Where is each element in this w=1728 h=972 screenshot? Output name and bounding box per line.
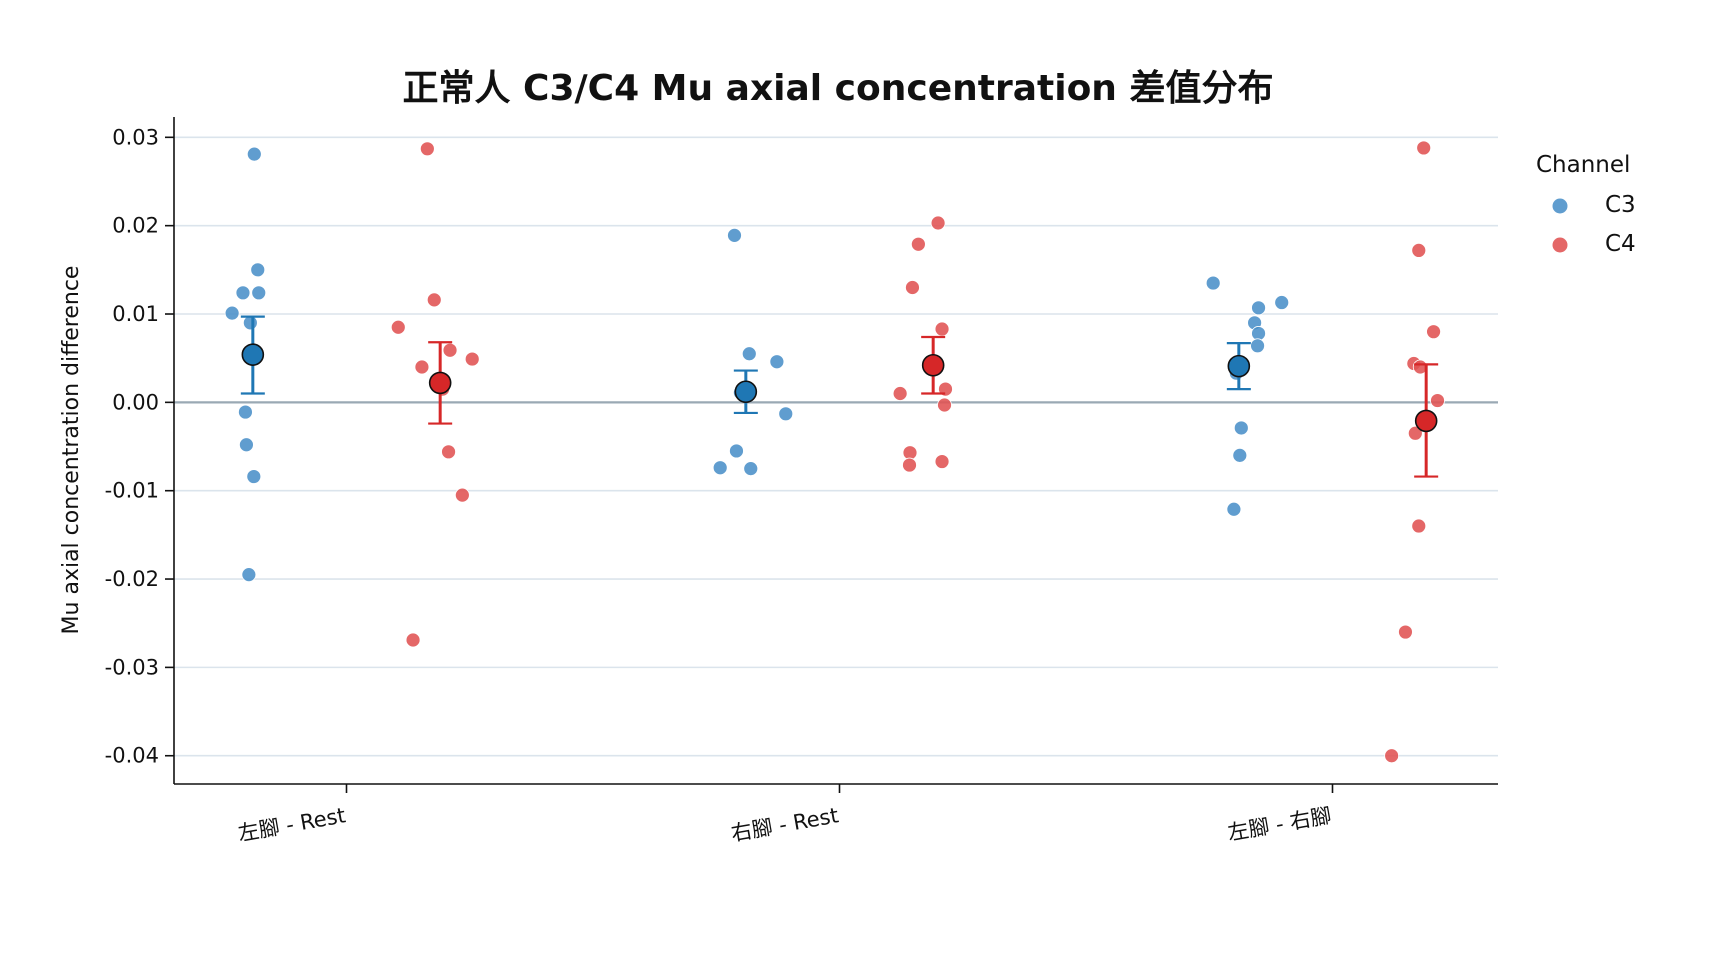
data-point-c3	[1251, 300, 1266, 316]
data-point-c4	[934, 454, 950, 469]
data-point-c4	[902, 445, 918, 461]
data-point-c4	[454, 487, 470, 503]
y-axis-ticks: 0.03 0.02 0.01 0.00 -0.01 -0.02 -0.03 -0.04	[105, 125, 174, 768]
y-tick-label: 0.03	[112, 125, 159, 149]
y-tick-label: -0.03	[105, 655, 159, 679]
data-point-c3	[238, 404, 253, 420]
data-point-c3	[224, 305, 240, 321]
data-point-c4	[930, 215, 946, 231]
x-tick-label: 左腳 - Rest	[236, 803, 347, 846]
data-point-c3	[251, 285, 267, 301]
data-point-c4	[464, 351, 480, 367]
mean-ci-markers	[240, 315, 1439, 478]
data-point-c4	[442, 342, 458, 358]
y-tick-label: -0.02	[105, 567, 159, 591]
mean-marker-c4	[1414, 409, 1438, 433]
legend-label-c3: C3	[1605, 192, 1636, 218]
mean-marker-c4	[921, 353, 945, 377]
y-tick-label: 0.00	[112, 390, 159, 414]
mean-marker-c3	[1227, 354, 1251, 378]
y-tick-label: 0.02	[112, 214, 159, 238]
x-tick-label: 右腳 - Rest	[729, 803, 840, 846]
data-point-c3	[242, 315, 258, 331]
legend-marker-c4	[1552, 237, 1568, 253]
data-point-c4	[892, 386, 908, 401]
data-point-c4	[1398, 624, 1413, 640]
data-point-c3	[250, 262, 266, 278]
y-tick-label: -0.01	[105, 479, 159, 503]
data-point-c3	[1232, 447, 1248, 463]
data-point-c3	[246, 146, 262, 162]
data-point-c4	[934, 321, 950, 337]
data-point-c3	[1205, 275, 1221, 291]
data-point-c4	[1411, 518, 1427, 534]
data-point-c3	[1226, 501, 1242, 517]
x-axis-ticks: 左腳 - Rest 右腳 - Rest 左腳 - 右腳	[236, 784, 1333, 846]
data-point-c3	[727, 227, 742, 243]
legend-marker-c3	[1552, 198, 1568, 214]
legend-title: Channel	[1536, 152, 1630, 178]
grid-lines	[174, 136, 1498, 757]
data-points	[224, 140, 1445, 764]
data-point-c3	[246, 469, 262, 484]
data-point-c4	[390, 319, 406, 335]
data-point-c4	[902, 457, 917, 473]
data-point-c4	[1430, 393, 1445, 408]
data-point-c4	[414, 359, 430, 375]
data-point-c3	[1251, 326, 1266, 341]
y-tick-label: -0.04	[105, 744, 159, 768]
legend: Channel C3 C4	[1536, 152, 1636, 257]
mean-marker-c4	[428, 371, 452, 395]
data-point-c3	[241, 567, 257, 583]
y-tick-label: 0.01	[112, 302, 159, 326]
data-point-c3	[778, 406, 794, 422]
data-point-c4	[1407, 425, 1423, 441]
data-point-c4	[405, 632, 421, 648]
data-point-c4	[441, 444, 456, 460]
y-axis-label: Mu axial concentration difference	[59, 266, 84, 635]
data-point-c3	[1233, 420, 1249, 436]
data-point-c3	[769, 354, 785, 370]
data-point-c3	[239, 437, 254, 453]
data-point-c4	[910, 236, 926, 252]
legend-label-c4: C4	[1605, 231, 1636, 257]
data-point-c4	[1426, 324, 1441, 340]
chart-title: 正常人 C3/C4 Mu axial concentration 差值分布	[403, 68, 1274, 109]
data-point-c4	[426, 292, 442, 308]
data-point-c3	[743, 461, 759, 477]
x-tick-label: 左腳 - 右腳	[1226, 803, 1334, 845]
mean-marker-c3	[734, 380, 758, 404]
data-point-c3	[1274, 295, 1290, 310]
data-point-c4	[905, 280, 920, 295]
data-point-c4	[419, 141, 435, 157]
data-point-c3	[235, 285, 251, 301]
data-point-c4	[937, 397, 952, 413]
data-point-c4	[1384, 748, 1400, 764]
data-point-c3	[741, 346, 757, 362]
data-point-c3	[1250, 338, 1265, 354]
data-point-c3	[712, 460, 728, 476]
mean-marker-c3	[241, 343, 265, 366]
data-point-c3	[729, 443, 744, 459]
data-point-c4	[1411, 242, 1427, 258]
data-point-c4	[1416, 140, 1432, 156]
